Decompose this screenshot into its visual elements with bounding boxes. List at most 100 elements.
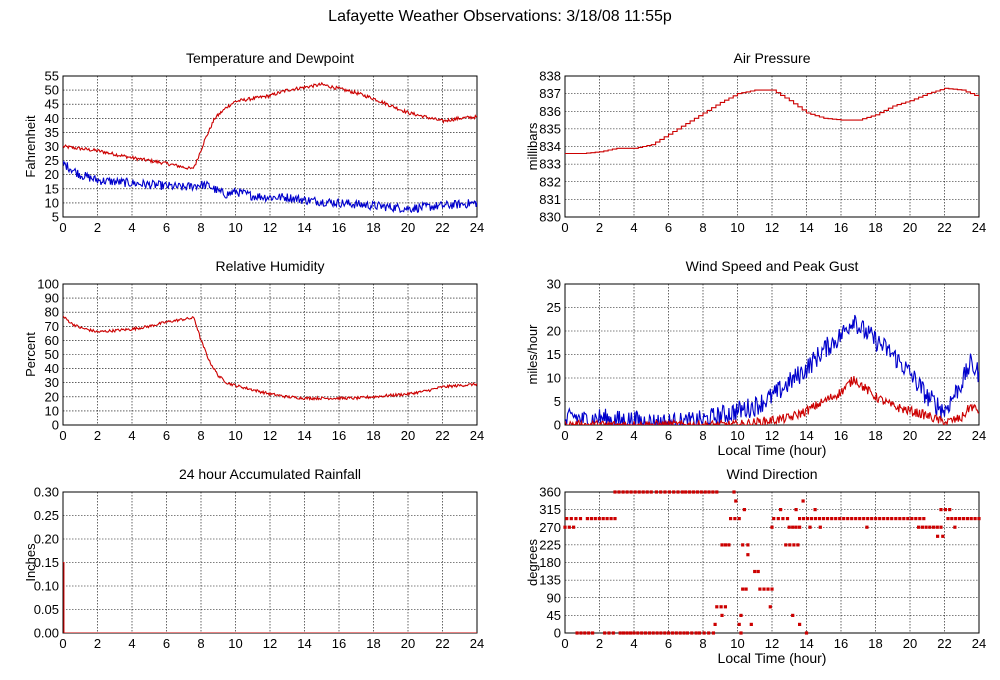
wind-direction-data-point xyxy=(593,517,597,521)
pressure-y-tick-label: 836 xyxy=(539,104,561,119)
wind-speed-x-axis-label: Local Time (hour) xyxy=(718,442,827,458)
rainfall-y-tick-label: 0.05 xyxy=(34,602,59,617)
wind-direction-data-point xyxy=(613,490,617,494)
wind-direction-data-point xyxy=(796,543,800,547)
page-title: Lafayette Weather Observations: 3/18/08 … xyxy=(328,8,672,25)
humidity-x-tick-label: 14 xyxy=(297,428,311,443)
rainfall-x-tick-label: 6 xyxy=(163,636,170,651)
wind-direction-data-point xyxy=(941,534,945,538)
wind-direction-data-point xyxy=(621,490,625,494)
wind-direction-data-point xyxy=(822,517,826,521)
wind-direction-data-point xyxy=(785,517,790,521)
temperature-x-tick-label: 22 xyxy=(435,220,449,235)
rainfall-x-tick-label: 2 xyxy=(94,636,101,651)
wind-direction-data-point xyxy=(779,508,783,512)
wind-direction-data-point xyxy=(720,543,724,547)
wind-direction-data-point xyxy=(603,631,607,635)
wind-direction-data-point xyxy=(874,517,878,521)
wind-speed-series-line-0 xyxy=(565,314,979,425)
wind-direction-data-point xyxy=(898,517,902,521)
wind-direction-data-point xyxy=(788,543,792,547)
wind-direction-data-point xyxy=(667,631,671,635)
wind-direction-data-point xyxy=(791,525,795,529)
humidity-y-axis-label: Percent xyxy=(23,332,38,377)
wind-direction-data-point xyxy=(663,490,667,494)
wind-speed-y-tick-label: 0 xyxy=(554,418,561,433)
temperature-x-tick-label: 2 xyxy=(94,220,101,235)
pressure-x-tick-label: 14 xyxy=(799,220,813,235)
rainfall-y-tick-label: 0.15 xyxy=(34,555,59,570)
wind-direction-data-point xyxy=(654,490,658,494)
temperature-y-tick-label: 50 xyxy=(45,83,59,98)
wind-direction-data-point xyxy=(741,587,745,591)
wind-direction-data-point xyxy=(680,490,684,494)
wind-direction-data-point xyxy=(794,508,798,512)
wind-direction-y-tick-label: 360 xyxy=(539,485,561,500)
wind-direction-x-tick-label: 2 xyxy=(596,636,603,651)
temperature-x-tick-label: 20 xyxy=(401,220,415,235)
wind-direction-data-point xyxy=(711,631,715,635)
wind-speed-x-tick-label: 24 xyxy=(972,428,986,443)
wind-direction-data-point xyxy=(703,490,707,494)
temperature-y-tick-label: 15 xyxy=(45,181,59,196)
wind-direction-data-point xyxy=(954,517,958,521)
wind-direction-data-point xyxy=(633,490,637,494)
wind-direction-y-axis-label: degrees xyxy=(525,539,540,586)
wind-direction-data-point xyxy=(622,631,626,635)
humidity-title: Relative Humidity xyxy=(216,258,325,274)
humidity-x-tick-label: 6 xyxy=(163,428,170,443)
temperature-x-tick-label: 24 xyxy=(470,220,484,235)
wind-direction-data-point xyxy=(886,517,890,521)
wind-direction-data-point xyxy=(838,517,842,521)
wind-speed-x-tick-label: 12 xyxy=(765,428,779,443)
wind-direction-data-point xyxy=(756,569,760,574)
wind-direction-data-point xyxy=(850,517,854,521)
pressure-y-tick-label: 832 xyxy=(539,174,561,189)
wind-direction-data-point xyxy=(932,525,936,529)
rainfall-y-tick-label: 0.10 xyxy=(34,579,59,594)
wind-direction-data-point xyxy=(629,490,633,494)
wind-direction-data-point xyxy=(772,517,776,521)
rainfall-x-tick-label: 0 xyxy=(59,636,66,651)
wind-direction-data-point xyxy=(768,605,772,609)
pressure-y-tick-label: 837 xyxy=(539,86,561,101)
wind-direction-data-point xyxy=(625,631,629,635)
wind-direction-data-point xyxy=(605,517,609,521)
wind-direction-data-point xyxy=(894,517,898,521)
wind-direction-data-point xyxy=(711,490,715,494)
humidity-x-tick-label: 20 xyxy=(401,428,415,443)
humidity-y-tick-label: 80 xyxy=(45,305,59,320)
wind-speed-x-tick-label: 2 xyxy=(596,428,603,443)
wind-direction-data-point xyxy=(574,517,578,521)
wind-direction-data-point xyxy=(958,517,962,521)
wind-direction-data-point xyxy=(854,517,858,521)
wind-direction-data-point xyxy=(742,508,746,512)
temperature-y-tick-label: 25 xyxy=(45,153,59,168)
wind-direction-x-tick-label: 24 xyxy=(972,636,986,651)
wind-speed-y-tick-label: 10 xyxy=(547,371,561,386)
humidity-x-tick-label: 0 xyxy=(59,428,66,443)
wind-direction-data-point xyxy=(676,490,680,494)
pressure-x-tick-label: 20 xyxy=(903,220,917,235)
rainfall-x-tick-label: 22 xyxy=(435,636,449,651)
wind-direction-x-tick-label: 14 xyxy=(799,636,813,651)
wind-direction-data-point xyxy=(918,517,922,521)
wind-direction-data-point xyxy=(935,525,939,529)
wind-direction-data-point xyxy=(878,517,882,521)
wind-speed-x-tick-label: 18 xyxy=(868,428,882,443)
wind-direction-x-tick-label: 18 xyxy=(868,636,882,651)
wind-direction-data-point xyxy=(643,631,648,635)
wind-direction-data-point xyxy=(697,631,702,635)
temperature-x-tick-label: 0 xyxy=(59,220,66,235)
wind-direction-data-point xyxy=(813,508,817,512)
wind-direction-data-point xyxy=(924,525,928,529)
wind-direction-data-point xyxy=(609,517,613,521)
rainfall-x-tick-label: 16 xyxy=(332,636,346,651)
wind-direction-data-point xyxy=(651,631,655,635)
wind-direction-data-point xyxy=(834,517,838,521)
wind-direction-data-point xyxy=(784,543,788,547)
wind-direction-data-point xyxy=(770,525,774,529)
wind-direction-data-point xyxy=(667,490,671,494)
wind-direction-x-tick-label: 4 xyxy=(630,636,637,651)
